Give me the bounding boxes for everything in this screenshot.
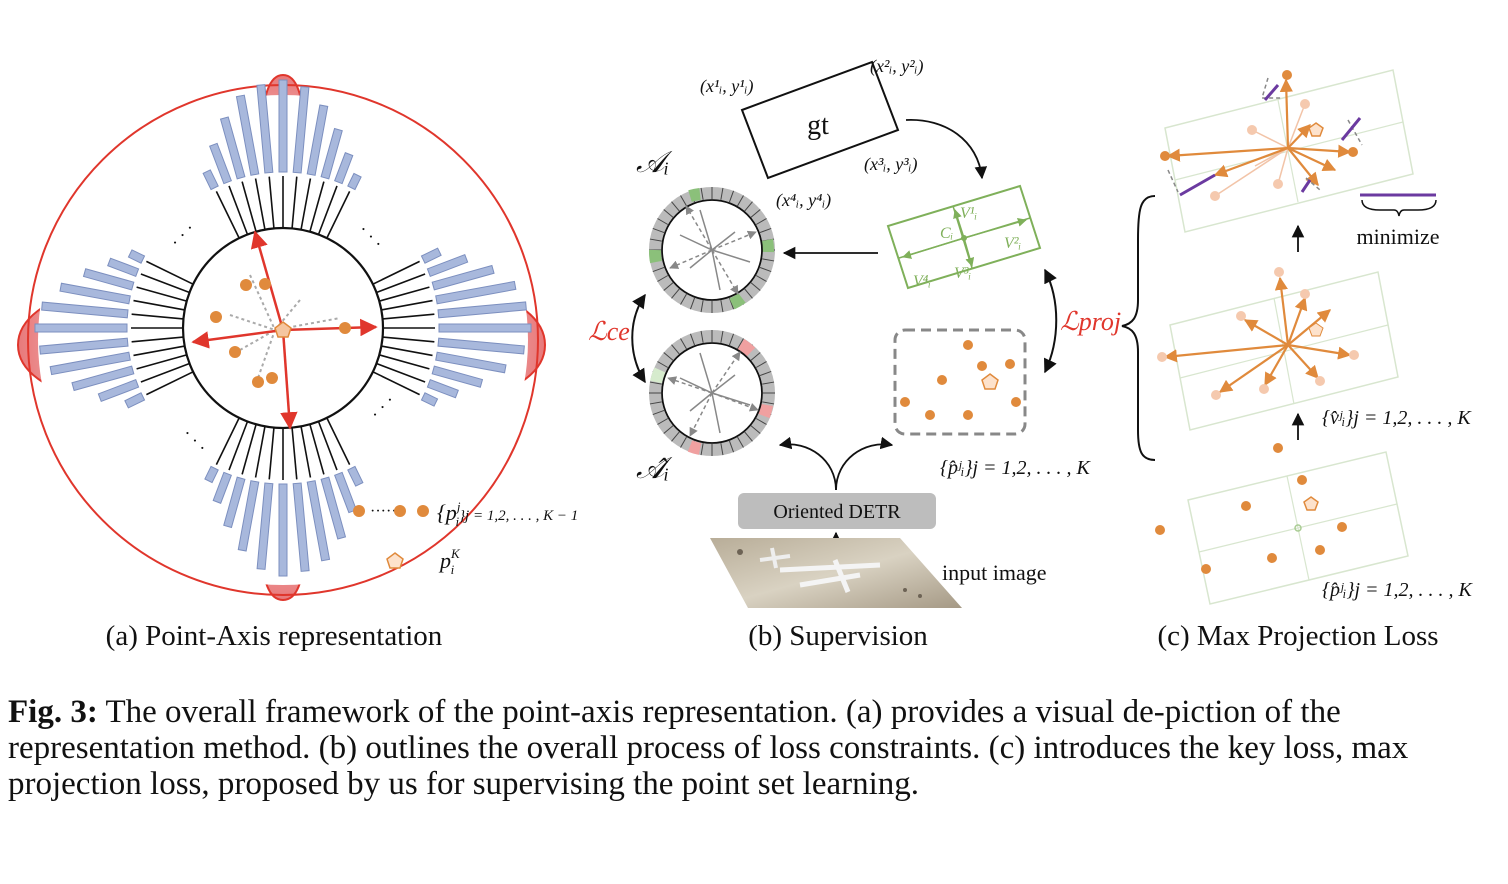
legend-center-label: pK i [438,546,461,577]
figure-caption: Fig. 3: The overall framework of the poi… [8,694,1500,802]
brace [1121,195,1156,461]
points-label: {p̂ʲᵢ}j = 1,2, . . . , K [1322,579,1474,601]
axis-pred-label: 𝒜̂ᵢ [636,452,673,485]
corner-4: (x⁴ᵢ, y⁴ᵢ) [776,190,831,211]
corner-1: (x¹ᵢ, y¹ᵢ) [700,76,753,97]
v3-label: V³ᵢ [954,265,971,282]
center-point-icon [274,321,292,338]
v4-label: V⁴ᵢ [913,273,931,290]
gt-vectors-box: Cᵢ V¹ᵢ V²ᵢ V³ᵢ V⁴ᵢ [886,184,1042,290]
gt-box [740,60,900,180]
minimize-label: minimize [1356,224,1439,249]
projection-middle: {v̂ʲᵢ}j = 1,2, . . . , K [1157,267,1472,431]
axis-ring-gt [648,187,775,313]
panel-b-label: (b) Supervision [748,620,928,652]
panel-b: gt (x¹ᵢ, y¹ᵢ) (x²ᵢ, y²ᵢ) (x³ᵢ, y³ᵢ) (x⁴ᵢ… [588,56,1121,652]
v1-label: V¹ᵢ [960,205,977,222]
corner-3: (x³ᵢ, y³ᵢ) [864,154,917,175]
v2-label: V²ᵢ [1004,235,1021,252]
loss-proj-label: ℒproj [1060,307,1121,336]
input-image [710,538,962,608]
panel-a: · · · · · · · · · · · · ····· {pj i}j = 1… [16,73,578,652]
figure-3: · · · · · · · · · · · · ····· {pj i}j = 1… [16,56,1474,652]
caption-lead: Fig. 3: [8,694,98,730]
panel-c: minimize [1121,69,1474,652]
vectors-label: {v̂ʲᵢ}j = 1,2, . . . , K [1322,407,1472,429]
red-axes [191,230,378,430]
axis-ring-pred [649,330,775,456]
corner-2: (x²ᵢ, y²ᵢ) [870,56,923,77]
projection-bottom: {p̂ʲᵢ}j = 1,2, . . . , K [1155,443,1474,605]
axis-gt-label: 𝒜ᵢ [636,146,673,179]
svg-text:·····: ····· [370,503,397,520]
input-image-label: input image [942,560,1046,585]
detector-box [738,493,936,529]
legend-points-label: {pj i}j = 1,2, . . . , K − 1 [437,499,578,529]
pred-point-set [900,340,1021,420]
pred-points-label: {p̂ʲᵢ}j = 1,2, . . . , K [940,457,1092,479]
bins-bars [34,79,532,577]
gt-label: gt [807,110,829,141]
center-legend-icon [386,552,404,569]
spokes [131,176,435,480]
center-label: Cᵢ [940,225,953,242]
projection-top: minimize [1160,69,1440,249]
detector-label: Oriented DETR [773,501,901,523]
caption-text: The overall framework of the point-axis … [8,694,1409,802]
point-set-a [210,278,351,388]
panel-a-label: (a) Point-Axis representation [106,620,443,652]
loss-ce-label: ℒce [588,317,630,346]
pred-points-box [893,328,1027,436]
panel-c-label: (c) Max Projection Loss [1157,620,1438,652]
legend-a: ····· {pj i}j = 1,2, . . . , K − 1 pK i [353,499,578,577]
